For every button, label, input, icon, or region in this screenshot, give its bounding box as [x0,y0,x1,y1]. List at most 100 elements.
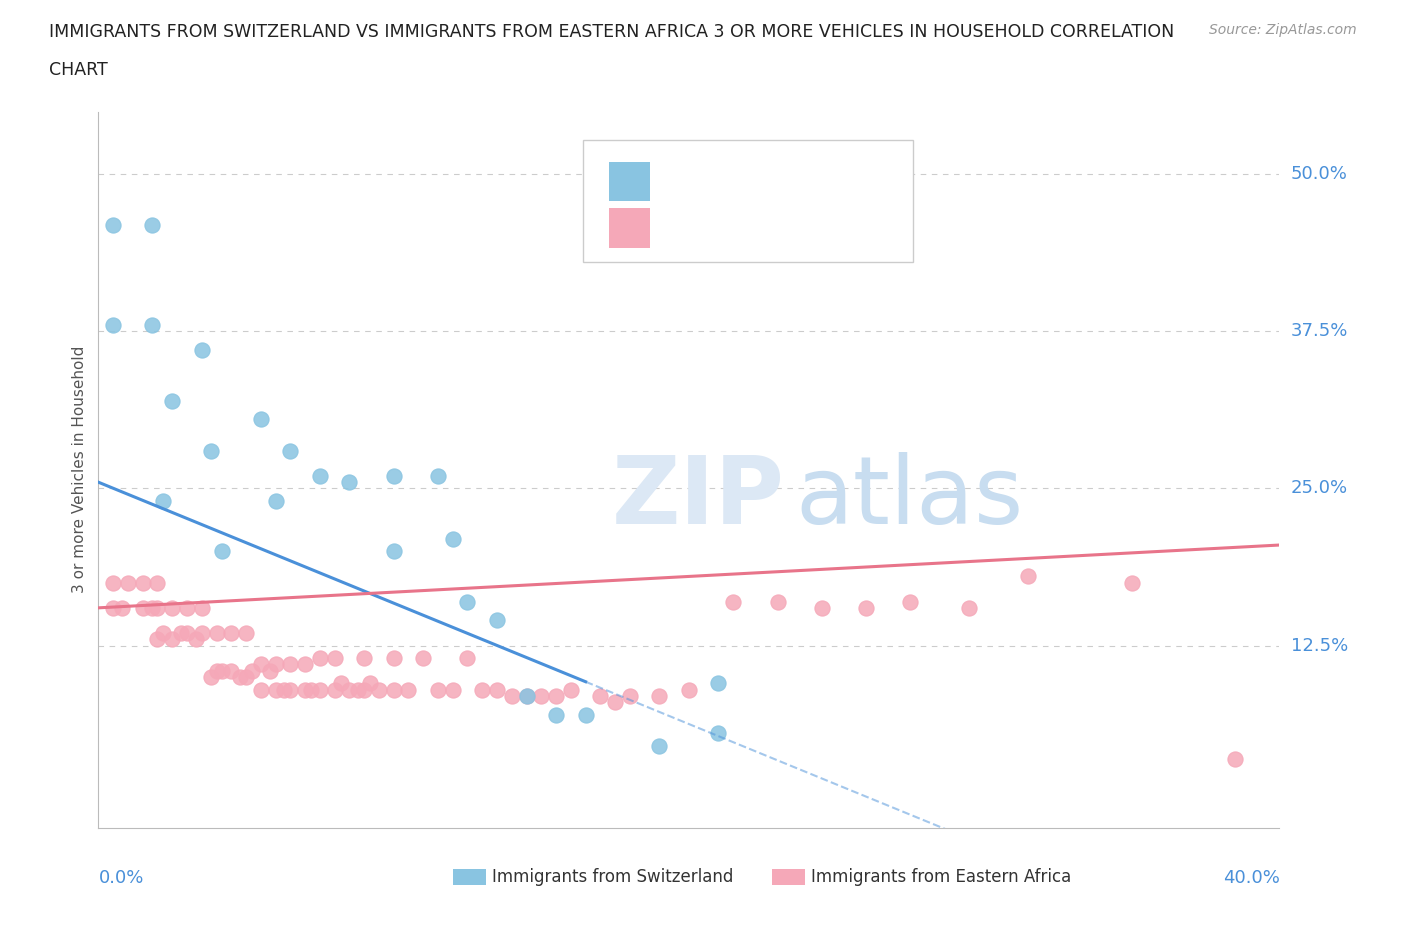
Point [959,601,981,616]
Point [111,601,134,616]
Text: 25.0%: 25.0% [1291,480,1348,498]
Point [486,682,509,697]
Point [250,657,273,671]
Point [146,631,169,646]
Point [382,469,405,484]
Point [146,601,169,616]
Point [162,601,183,616]
Point [486,613,509,628]
Point [560,682,582,697]
FancyBboxPatch shape [772,870,804,885]
Point [250,682,273,697]
Text: Immigrants from Switzerland: Immigrants from Switzerland [492,868,733,886]
Point [427,682,450,697]
Text: 40.0%: 40.0% [1223,870,1279,887]
Point [299,682,322,697]
Text: R = -0.220   N = 26: R = -0.220 N = 26 [659,172,866,190]
Point [103,576,125,591]
Point [339,682,361,697]
Point [1121,576,1143,591]
Point [471,682,494,697]
Point [309,469,332,484]
Point [382,651,405,666]
Point [810,601,832,616]
Point [273,682,295,697]
Text: atlas: atlas [796,452,1024,544]
Point [176,601,198,616]
Point [240,663,263,678]
Point [294,657,316,671]
Point [516,688,538,703]
Point [211,663,233,678]
Point [1225,751,1247,766]
Point [205,663,228,678]
Point [398,682,420,697]
Point [323,682,346,697]
Point [605,695,627,710]
Text: 0.0%: 0.0% [98,870,143,887]
Point [264,494,287,509]
Text: Source: ZipAtlas.com: Source: ZipAtlas.com [1209,23,1357,37]
Point [648,688,671,703]
Point [723,594,745,609]
Point [501,688,523,703]
Point [1018,569,1040,584]
Point [200,444,222,458]
Point [427,469,450,484]
FancyBboxPatch shape [453,870,486,885]
Point [280,682,302,697]
FancyBboxPatch shape [582,140,914,262]
Point [141,218,163,232]
Point [259,663,281,678]
Point [162,631,183,646]
Point [264,657,287,671]
Point [368,682,391,697]
Point [900,594,922,609]
Point [323,651,346,666]
Point [707,676,730,691]
Text: 12.5%: 12.5% [1291,636,1348,655]
Point [412,651,434,666]
Point [347,682,370,697]
Point [309,651,332,666]
Point [103,218,125,232]
Point [211,544,233,559]
Point [250,412,273,427]
Point [229,670,252,684]
Point [353,651,375,666]
Point [152,626,174,641]
Point [855,601,877,616]
Point [382,682,405,697]
Point [678,682,700,697]
Text: IMMIGRANTS FROM SWITZERLAND VS IMMIGRANTS FROM EASTERN AFRICA 3 OR MORE VEHICLES: IMMIGRANTS FROM SWITZERLAND VS IMMIGRANT… [49,23,1174,41]
Point [103,601,125,616]
Point [235,626,257,641]
Point [353,682,375,697]
Point [141,601,163,616]
Point [280,444,302,458]
Point [339,475,361,490]
Point [103,318,125,333]
Point [205,626,228,641]
Point [382,544,405,559]
Point [191,601,214,616]
Point [589,688,612,703]
Point [280,657,302,671]
Y-axis label: 3 or more Vehicles in Household: 3 or more Vehicles in Household [72,346,87,593]
Point [766,594,789,609]
Point [516,688,538,703]
Point [707,726,730,741]
Point [132,601,155,616]
Point [359,676,381,691]
Point [191,626,214,641]
Point [575,707,598,722]
Point [184,631,207,646]
FancyBboxPatch shape [609,162,650,201]
FancyBboxPatch shape [609,208,650,247]
Point [221,663,243,678]
Point [146,576,169,591]
Point [200,670,222,684]
Point [264,682,287,697]
Text: 50.0%: 50.0% [1291,166,1347,183]
Point [162,393,183,408]
